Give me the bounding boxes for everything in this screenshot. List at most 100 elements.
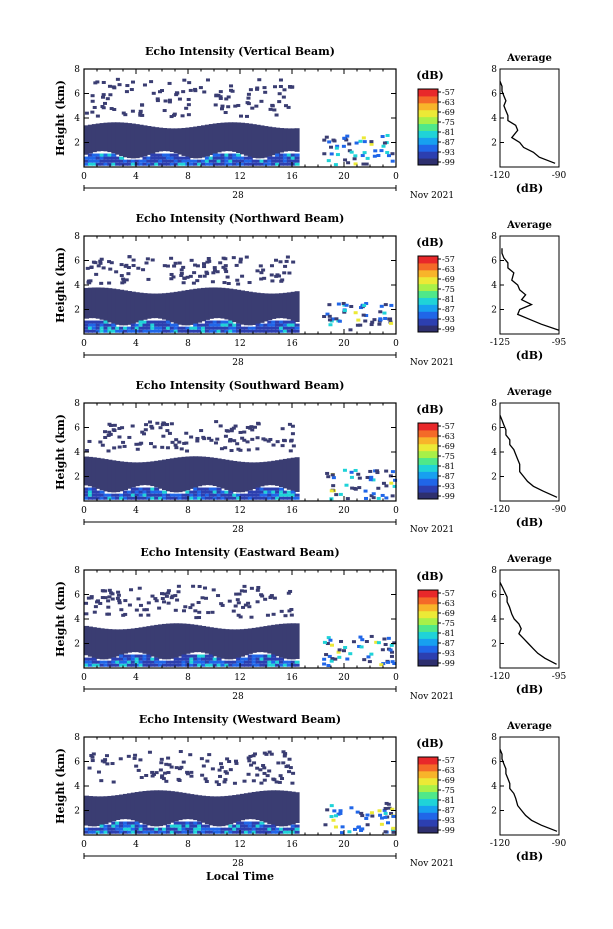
- lowband-cell: [115, 660, 121, 664]
- lowband-cell: [267, 830, 273, 834]
- sparse-echo-cell: [166, 771, 171, 775]
- lowband-cell: [197, 496, 203, 500]
- sparse-echo-cell: [223, 446, 228, 450]
- afternoon-echo-cell: [382, 637, 387, 641]
- lowband-cell: [247, 657, 253, 661]
- sparse-echo-cell: [219, 765, 224, 769]
- sparse-echo-cell: [269, 264, 274, 268]
- afternoon-echo-cell: [333, 163, 338, 167]
- lowband-cell: [251, 830, 257, 834]
- lowband-cell: [87, 320, 93, 324]
- lowband-cell: [123, 329, 128, 333]
- sparse-echo-cell: [222, 281, 227, 285]
- lowband-cell: [279, 487, 284, 491]
- colorbar-swatch: [418, 457, 438, 465]
- sparse-echo-cell: [109, 107, 114, 111]
- sparse-echo-cell: [248, 426, 253, 430]
- lowband-cell: [267, 493, 273, 497]
- colorbar-tick-label: -87: [442, 138, 455, 147]
- sparse-echo-cell: [288, 766, 293, 770]
- profile-line: [501, 248, 560, 331]
- lowband-cell: [126, 654, 132, 658]
- lowband-cell: [259, 654, 265, 658]
- cloud-layer-cell: [240, 461, 245, 493]
- lowband-cell: [107, 496, 113, 500]
- afternoon-echo-cell: [361, 313, 366, 317]
- lowband-cell: [91, 496, 97, 500]
- afternoon-echo-cell: [386, 802, 391, 806]
- lowband-cell: [282, 326, 288, 330]
- sparse-echo-cell: [179, 274, 184, 278]
- lowband-cell: [193, 821, 199, 825]
- sparse-echo-cell: [212, 266, 217, 270]
- lowband-cell: [162, 162, 167, 166]
- afternoon-echo-cell: [338, 809, 343, 813]
- lowband-cell: [165, 159, 171, 163]
- sparse-echo-cell: [234, 592, 239, 596]
- lowband-cell: [115, 827, 121, 831]
- cloud-layer-cell: [220, 459, 226, 489]
- lowband-cell: [243, 156, 249, 160]
- afternoon-echo-cell: [369, 652, 374, 656]
- sparse-echo-cell: [270, 279, 275, 283]
- lowband-cell: [162, 827, 167, 831]
- profile-frame: [499, 402, 560, 502]
- afternoon-echo-cell: [323, 823, 328, 827]
- sparse-echo-cell: [243, 603, 248, 607]
- profile-y-tick-label: 4: [491, 281, 497, 291]
- sparse-echo-cell: [126, 272, 131, 276]
- cloud-layer-cell: [158, 293, 164, 319]
- profile-title: Average: [506, 554, 552, 565]
- cloud-layer-cell: [165, 623, 171, 660]
- profile-frame: [499, 569, 560, 669]
- lowband-cell: [263, 159, 269, 163]
- afternoon-echo-cell: [390, 152, 395, 156]
- profile-x-tick-label: -120: [490, 505, 510, 515]
- lowband-cell: [134, 830, 140, 834]
- colorbar-swatch: [418, 652, 438, 660]
- sparse-echo-cell: [90, 110, 95, 114]
- cloud-layer-cell: [181, 456, 187, 492]
- lowband-cell: [134, 326, 140, 330]
- lowband-cell: [150, 493, 156, 497]
- lowband-cell: [212, 156, 218, 160]
- lowband-cell: [247, 159, 253, 163]
- lowband-cell: [119, 827, 125, 831]
- afternoon-echo-cell: [326, 663, 331, 667]
- lowband-cell: [240, 827, 245, 831]
- sparse-echo-cell: [137, 442, 142, 446]
- lowband-cell: [204, 830, 210, 834]
- sparse-echo-cell: [165, 423, 170, 427]
- cloud-layer-cell: [193, 624, 199, 653]
- cloud-layer-cell: [84, 625, 89, 656]
- sparse-echo-cell: [169, 596, 174, 600]
- cloud-layer-cell: [189, 794, 195, 820]
- lowband-cell: [224, 496, 230, 500]
- lowband-cell: [255, 329, 261, 333]
- sparse-echo-cell: [181, 609, 186, 613]
- lowband-cell: [84, 326, 89, 330]
- x-tick-label: 20: [338, 840, 350, 850]
- x-tick-label: 4: [133, 840, 139, 850]
- cloud-layer-cell: [212, 627, 218, 657]
- colorbar-swatch: [418, 318, 438, 326]
- sparse-echo-cell: [241, 605, 246, 609]
- sparse-echo-cell: [246, 102, 251, 106]
- lowband-cell: [282, 162, 288, 166]
- afternoon-echo-cell: [386, 154, 391, 158]
- heatmap-cells: [84, 420, 398, 501]
- lowband-cell: [169, 824, 175, 828]
- cloud-layer-cell: [87, 124, 93, 154]
- afternoon-echo-cell: [369, 494, 374, 498]
- cloud-layer-cell: [290, 457, 296, 492]
- profile-x-tick-label: -95: [552, 672, 567, 682]
- sparse-echo-cell: [93, 261, 98, 265]
- afternoon-echo-cell: [344, 483, 349, 487]
- sparse-echo-cell: [138, 603, 143, 607]
- cloud-layer-cell: [236, 794, 242, 822]
- lowband-cell: [240, 493, 245, 497]
- cloud-layer-cell: [173, 791, 179, 822]
- lowband-cell: [134, 323, 140, 327]
- lowband-cell: [162, 159, 167, 163]
- sparse-echo-cell: [223, 770, 228, 774]
